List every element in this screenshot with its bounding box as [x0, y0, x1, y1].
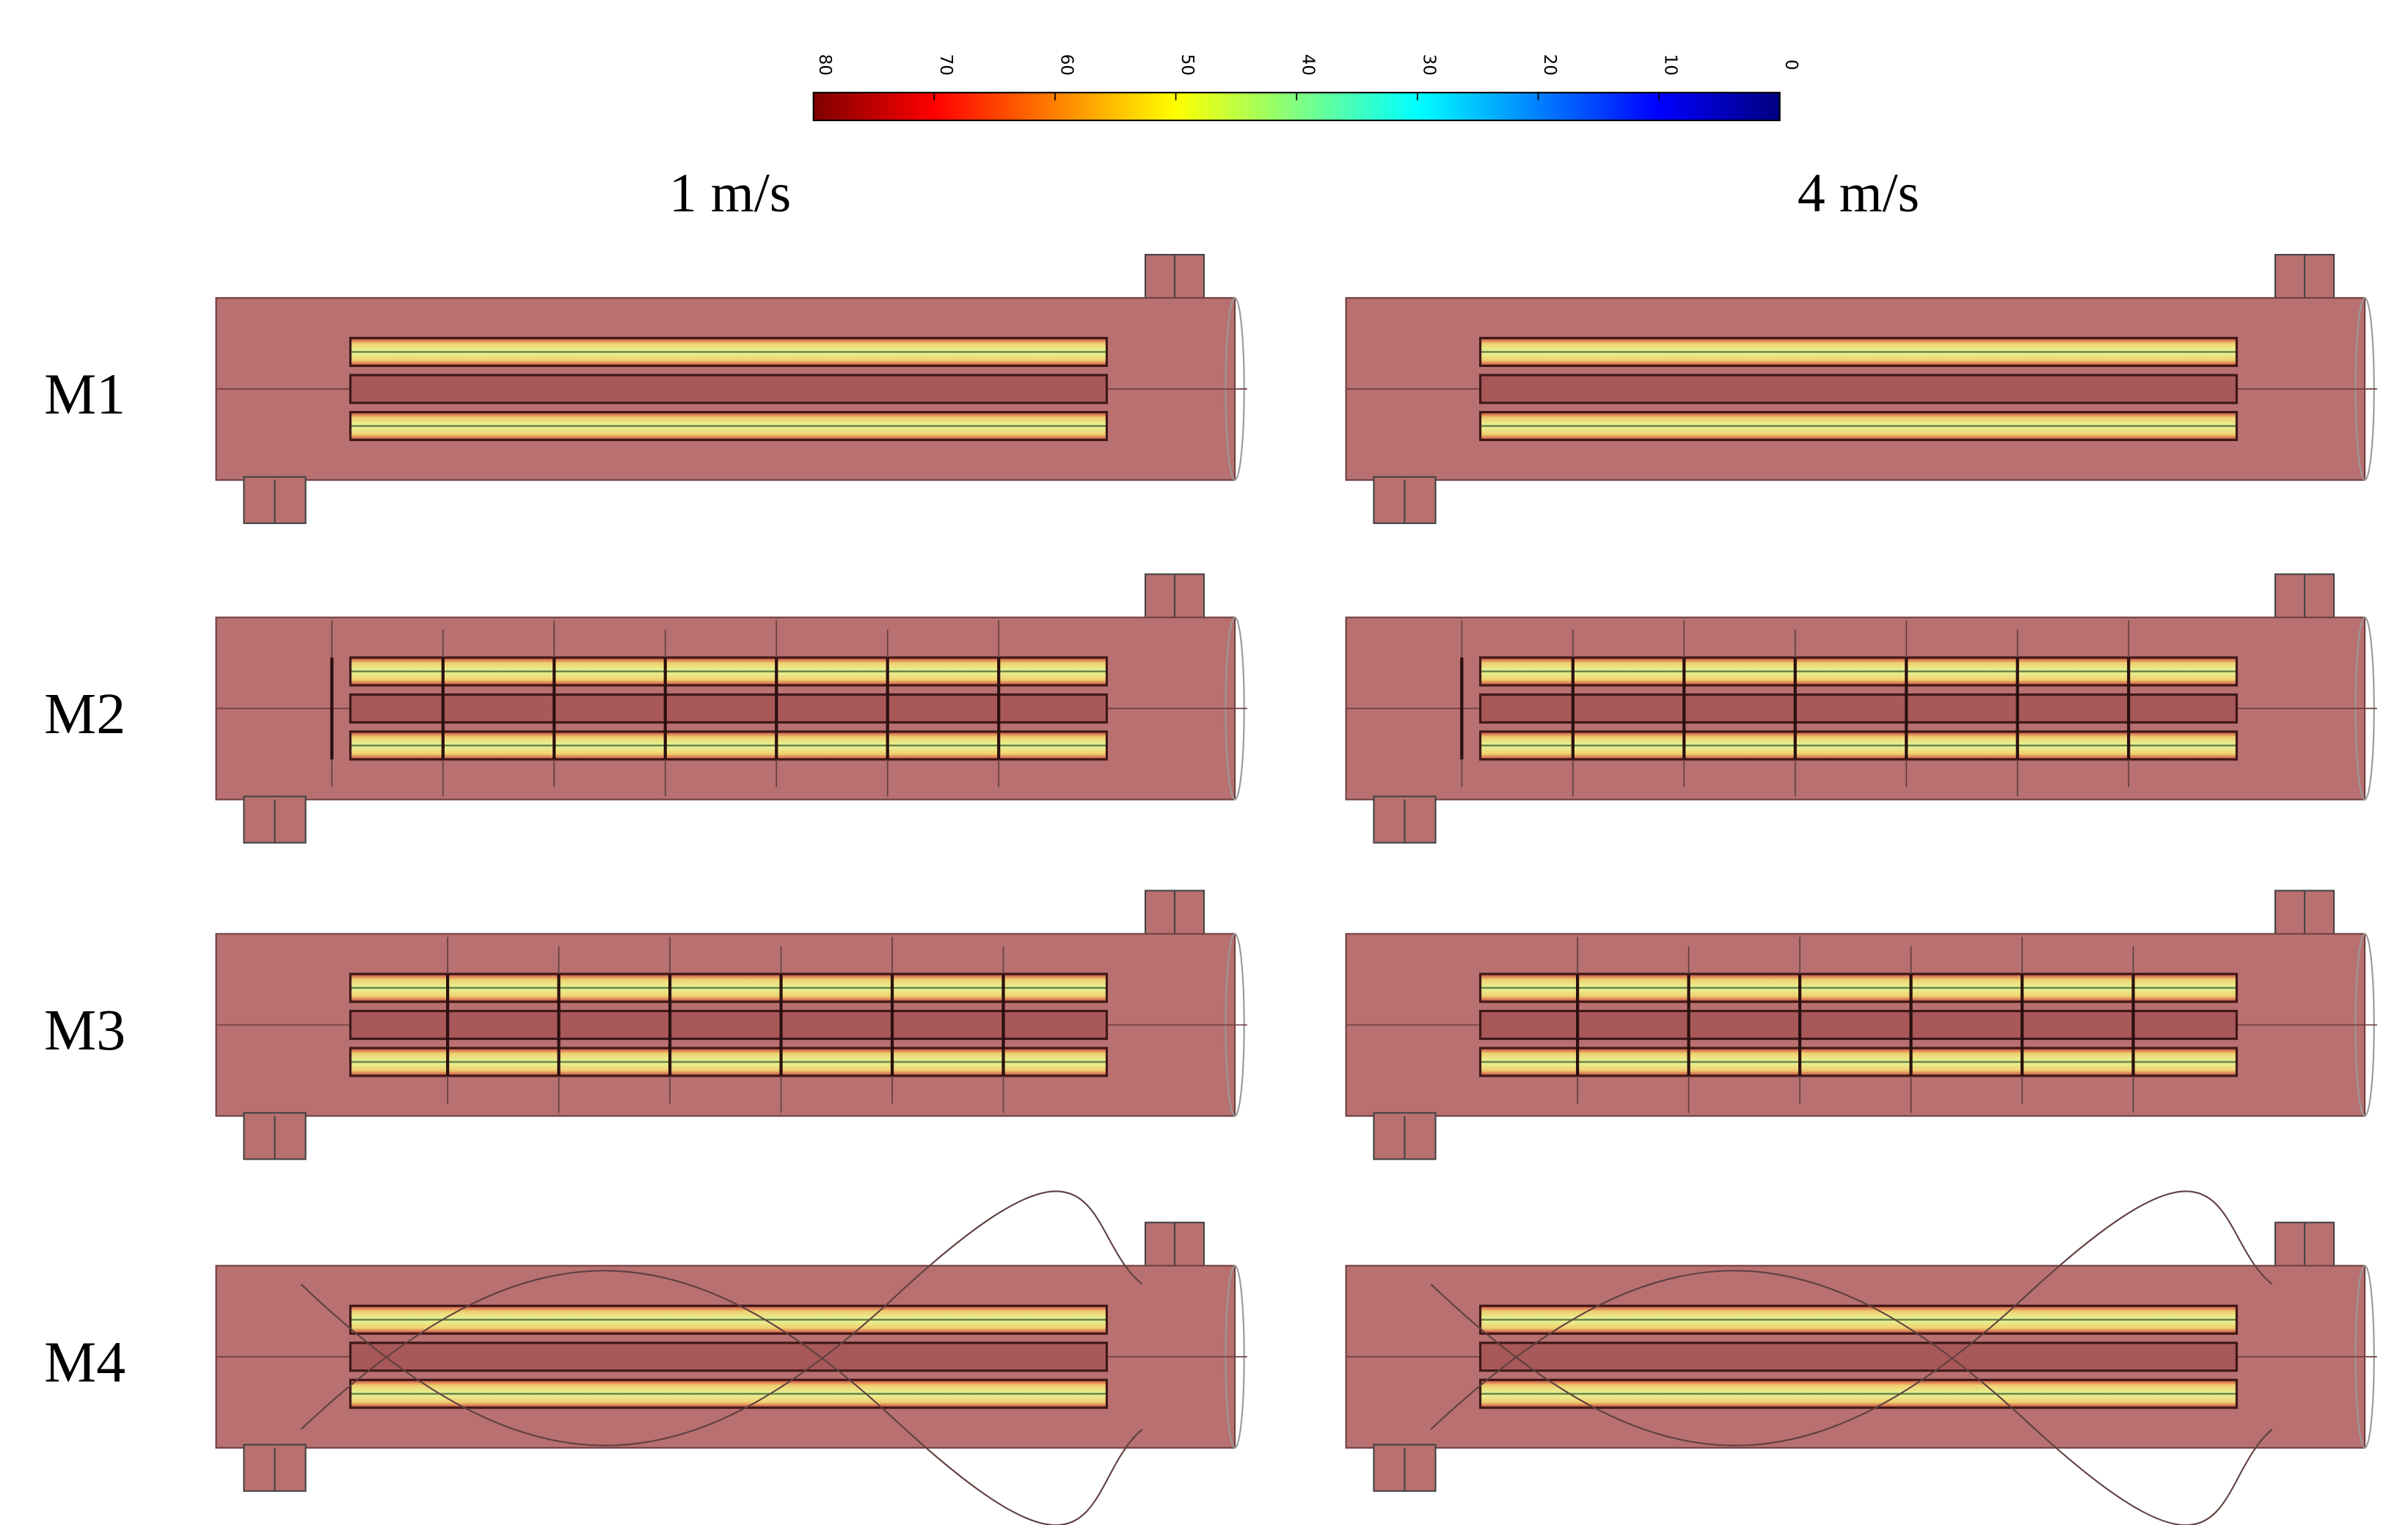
heat-exchanger	[1345, 889, 2377, 1160]
colorbar-tick-label: 0	[1781, 59, 1800, 70]
tube	[1479, 693, 2239, 724]
tube	[1479, 337, 2239, 368]
tube	[1479, 410, 2239, 442]
heat-exchanger	[215, 573, 1247, 844]
colorbar-tick-label: 60	[1057, 54, 1076, 76]
tube	[349, 1304, 1109, 1335]
tube	[1479, 374, 2239, 404]
tube	[349, 410, 1109, 442]
tube	[1479, 1342, 2239, 1372]
tube	[1479, 1047, 2239, 1077]
row-label: M2	[44, 682, 125, 746]
heat-exchanger	[215, 889, 1247, 1160]
heat-exchanger	[1345, 1190, 2377, 1525]
tube	[1479, 1378, 2239, 1409]
colorbar-tick-label: 50	[1178, 54, 1197, 76]
tube	[1479, 1304, 2239, 1335]
row-label: M1	[44, 363, 125, 427]
tube	[1479, 1010, 2239, 1041]
column-label: 1 m/s	[669, 163, 791, 224]
tube	[349, 1378, 1109, 1409]
tube	[349, 972, 1109, 1003]
tube	[349, 1047, 1109, 1077]
colorbar-tick-label: 40	[1299, 54, 1318, 76]
heat-exchanger	[215, 1190, 1247, 1525]
helix	[1430, 1190, 2273, 1446]
colorbar-tick-label: 10	[1661, 54, 1680, 76]
helix	[300, 1270, 1143, 1525]
tube	[349, 374, 1109, 404]
tube	[1479, 730, 2239, 761]
heat-exchanger	[215, 253, 1247, 525]
colorbar-tick-label: 80	[815, 54, 834, 76]
row-label: M4	[44, 1330, 125, 1394]
colorbar-tick-label: 20	[1540, 54, 1559, 76]
tube	[1479, 656, 2239, 687]
tube	[349, 1342, 1109, 1372]
heat-exchanger	[1345, 573, 2377, 844]
colorbar-tick-label: 70	[936, 54, 955, 76]
helix	[300, 1190, 1143, 1446]
helix	[1430, 1270, 2273, 1525]
tube	[349, 693, 1109, 724]
tube	[349, 337, 1109, 368]
tube	[349, 1010, 1109, 1041]
tube	[349, 656, 1109, 687]
row-label: M3	[44, 998, 125, 1063]
column-label: 4 m/s	[1798, 163, 1919, 224]
heat-exchanger	[1345, 253, 2377, 525]
tube	[349, 730, 1109, 761]
tube	[1479, 972, 2239, 1003]
colorbar-tick-label: 30	[1419, 54, 1438, 76]
